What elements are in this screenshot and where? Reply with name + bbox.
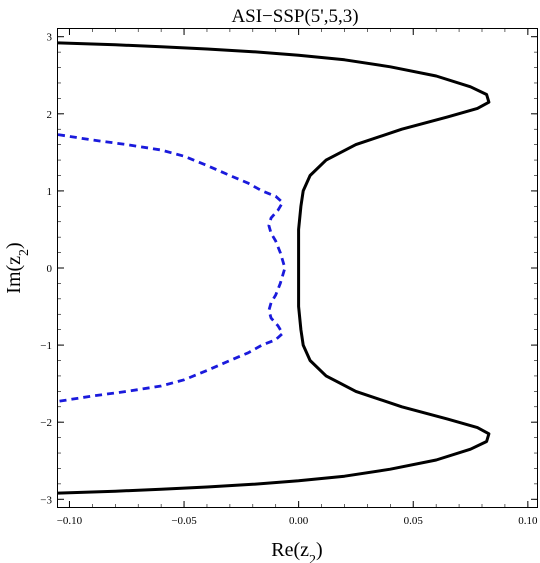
- y-tick-label: 1: [47, 186, 53, 198]
- x-axis-ticks: −0.10 −0.05 0.00 0.05 0.10: [57, 29, 538, 527]
- y-tick-label: −2: [40, 417, 52, 429]
- x-tick-label: 0.10: [518, 515, 538, 527]
- chart-title: ASI−SSP(5',5,3): [231, 6, 358, 27]
- y-tick-label: −1: [40, 340, 52, 352]
- x-tick-label: 0.05: [404, 515, 424, 527]
- solid-series-line: [58, 41, 491, 495]
- plot-frame: [57, 28, 538, 508]
- y-tick-label: 2: [47, 109, 53, 121]
- y-axis-ticks: 3 2 1 0 −1 −2 −3: [40, 32, 537, 506]
- x-tick-label: −0.10: [57, 515, 83, 527]
- x-tick-label: −0.05: [171, 515, 197, 527]
- y-axis-label: Im(z2): [3, 242, 32, 293]
- y-tick-label: 3: [47, 32, 53, 44]
- dashed-series-line: [58, 133, 287, 403]
- y-tick-label: −3: [40, 494, 52, 506]
- x-axis-label: Re(z2): [271, 539, 322, 563]
- x-tick-label: 0.00: [289, 515, 309, 527]
- y-tick-label: 0: [47, 263, 53, 275]
- series-layer: [58, 41, 491, 495]
